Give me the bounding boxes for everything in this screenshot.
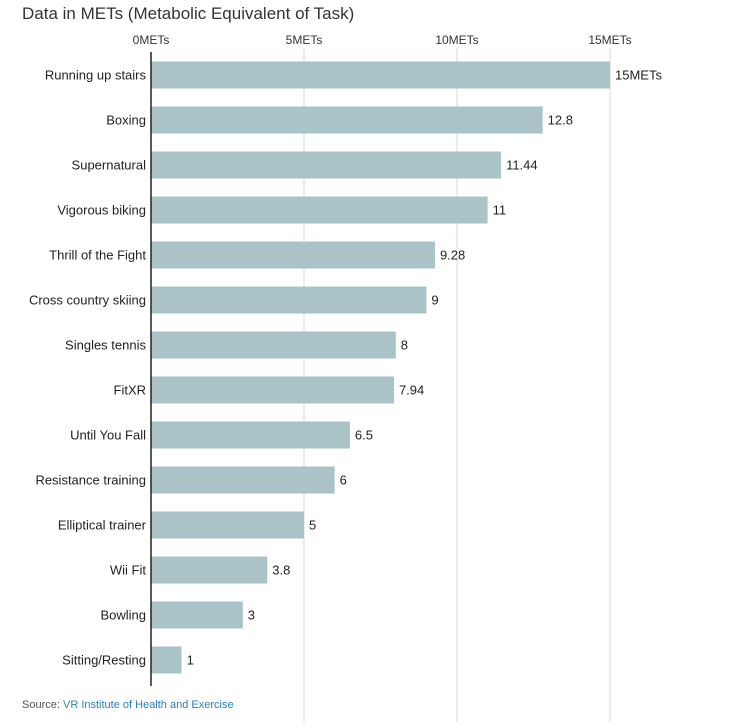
- category-label: Resistance training: [35, 473, 146, 488]
- data-label: 15METs: [615, 68, 662, 83]
- bar: [151, 331, 396, 359]
- x-tick-label: 15METs: [588, 33, 631, 47]
- category-label: Singles tennis: [65, 338, 146, 353]
- category-label: Cross country skiing: [29, 293, 146, 308]
- category-label: Boxing: [106, 113, 146, 128]
- category-label: Wii Fit: [110, 563, 146, 578]
- x-tick-label: 5METs: [286, 33, 323, 47]
- bar: [151, 151, 502, 179]
- bar: [151, 556, 268, 584]
- source-note: Source: VR Institute of Health and Exerc…: [22, 699, 234, 711]
- category-label: Until You Fall: [70, 428, 146, 443]
- data-label: 1: [187, 653, 194, 668]
- bar: [151, 376, 394, 404]
- category-label: Sitting/Resting: [62, 653, 146, 668]
- category-label: FitXR: [114, 383, 147, 398]
- bar: [151, 241, 435, 269]
- data-label: 8: [401, 338, 408, 353]
- data-label: 6: [340, 473, 347, 488]
- x-tick-label: 0METs: [133, 33, 170, 47]
- data-label: 6.5: [355, 428, 373, 443]
- source-link[interactable]: VR Institute of Health and Exercise: [62, 699, 234, 711]
- data-label: 3.8: [272, 563, 290, 578]
- category-label: Thrill of the Fight: [49, 248, 146, 263]
- category-label: Bowling: [100, 608, 146, 623]
- bar: [151, 286, 427, 314]
- bar: [151, 196, 488, 224]
- bar: [151, 61, 610, 89]
- chart-title: Data in METs (Metabolic Equivalent of Ta…: [22, 4, 355, 23]
- bar: [151, 466, 335, 494]
- data-label: 11.44: [506, 158, 538, 173]
- category-label: Running up stairs: [45, 68, 147, 83]
- data-label: 3: [248, 608, 255, 623]
- data-label: 12.8: [548, 113, 573, 128]
- category-label: Vigorous biking: [57, 203, 146, 218]
- source-prefix: Source:: [22, 699, 60, 711]
- data-label: 7.94: [399, 383, 424, 398]
- category-label: Supernatural: [72, 158, 147, 173]
- data-label: 9.28: [440, 248, 465, 263]
- data-label: 9: [431, 293, 438, 308]
- category-label: Elliptical trainer: [58, 518, 147, 533]
- data-label: 11: [493, 203, 507, 218]
- x-tick-label: 10METs: [435, 33, 478, 47]
- data-label: 5: [309, 518, 316, 533]
- bar: [151, 106, 543, 134]
- bar: [151, 421, 350, 449]
- bar: [151, 646, 182, 674]
- bar: [151, 601, 243, 629]
- bar: [151, 511, 304, 539]
